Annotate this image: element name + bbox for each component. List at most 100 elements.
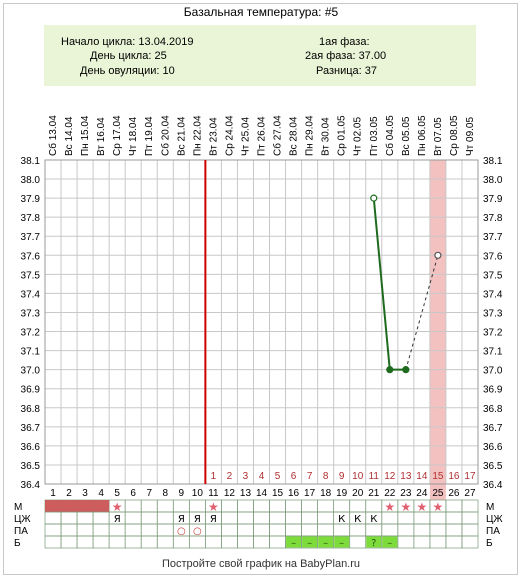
row-cell	[221, 523, 238, 537]
plot-border	[44, 159, 479, 485]
date-label: Ср 24.04	[224, 115, 235, 156]
row-cell	[333, 523, 351, 537]
data-point	[370, 194, 378, 202]
y-tick-label-right: 37.6	[483, 251, 503, 262]
date-label: Вс 21.04	[176, 116, 187, 156]
cycle-day-number: 26	[448, 488, 460, 499]
row-cell	[349, 523, 367, 537]
m-bar-cell	[77, 500, 94, 512]
date-label: Пн 22.04	[192, 115, 203, 156]
y-tick-label-right: 37.5	[483, 270, 503, 281]
y-tick-label-left: 37.5	[21, 270, 41, 281]
row-cell	[44, 523, 62, 537]
second-phase-day-label: 15	[432, 471, 444, 482]
row-cell	[92, 511, 110, 525]
row-cell	[269, 499, 286, 513]
highlight-day-column	[429, 160, 446, 500]
date-label: Чт 18.04	[128, 117, 139, 156]
phase1-info: 1ая фаза:	[319, 36, 370, 48]
row-cell	[76, 523, 94, 537]
date-label: Сб 13.04	[47, 115, 59, 156]
cycle-day-number: 2	[66, 488, 72, 499]
y-tick-label-left: 37.3	[21, 308, 41, 319]
y-tick-label-right: 36.4	[483, 480, 503, 491]
date-label: Пн 15.04	[80, 115, 91, 156]
row-cell	[156, 535, 174, 549]
row-cell	[461, 499, 479, 513]
series-line	[372, 198, 391, 370]
y-tick-label-right: 37.8	[483, 213, 503, 224]
y-tick-label-right: 37.3	[483, 308, 503, 319]
row-cell	[221, 511, 238, 525]
row-cell	[156, 523, 174, 537]
row-label-left: М	[14, 502, 22, 513]
cycle-day-number: 12	[224, 488, 236, 499]
row-cell	[237, 511, 254, 525]
row-cell	[253, 511, 270, 525]
cycle-day-number: 18	[320, 488, 332, 499]
y-tick-label-right: 37.0	[483, 366, 503, 377]
cycle-day-number: 8	[162, 488, 168, 499]
cycle-day-number: 11	[208, 488, 219, 499]
row-cell	[413, 523, 431, 537]
row-mark: ○	[177, 526, 186, 537]
date-label: Вт 16.04	[96, 117, 107, 156]
y-tick-label-left: 37.2	[21, 328, 41, 339]
b-green-cell	[366, 536, 382, 548]
row-cell	[333, 499, 351, 513]
second-phase-day-label: 16	[448, 471, 460, 482]
cycle-day-number: 10	[192, 488, 204, 499]
date-label: Вс 28.04	[289, 116, 300, 156]
row-label-right: Б	[486, 538, 493, 549]
row-cell	[317, 499, 335, 513]
cycle-day-number: 25	[432, 488, 444, 499]
series-line-dashed	[405, 255, 439, 370]
second-phase-day-label: 5	[275, 471, 281, 482]
y-tick-label-left: 38.1	[21, 156, 41, 167]
row-cell	[237, 523, 254, 537]
chart-title: Базальная температура: #5	[183, 5, 339, 19]
row-cell	[365, 523, 383, 537]
y-tick-label-left: 36.5	[21, 461, 41, 472]
row-mark: Я	[210, 514, 217, 525]
b-mark: ?	[371, 538, 376, 549]
row-cell	[92, 535, 110, 549]
chart-frame	[3, 3, 518, 575]
date-label: Пн 29.04	[305, 115, 316, 156]
cycle-day-number: 4	[98, 488, 104, 499]
row-cell	[44, 535, 62, 549]
b-mark: –	[387, 538, 392, 549]
b-green-cell	[318, 536, 334, 548]
data-point	[402, 366, 410, 374]
row-cell	[429, 535, 447, 549]
y-tick-label-left: 37.7	[21, 232, 41, 243]
row-mark: Я	[114, 514, 121, 525]
b-mark: –	[291, 538, 296, 549]
row-label-left: ЦЖ	[14, 514, 31, 525]
cycle-day-number: 13	[240, 488, 252, 499]
ovulation-day: День овуляции: 10	[80, 65, 175, 77]
row-cell	[44, 511, 62, 525]
y-tick-label-right: 37.4	[483, 289, 503, 300]
y-tick-label-right: 37.1	[483, 347, 503, 358]
second-phase-day-label: 6	[291, 471, 297, 482]
row-cell	[397, 535, 415, 549]
date-label: Сб 27.04	[272, 115, 284, 156]
cycle-day-number: 22	[384, 488, 396, 499]
footer-link-text[interactable]: Постройте свой график на BabyPlan.ru	[161, 558, 361, 570]
date-label: Чт 09.05	[465, 117, 476, 156]
y-tick-label-right: 37.7	[483, 232, 503, 243]
row-cell	[237, 499, 254, 513]
row-cell	[445, 511, 463, 525]
y-tick-label-right: 37.9	[483, 194, 503, 205]
row-cell	[445, 523, 463, 537]
second-phase-day-label: 8	[323, 471, 329, 482]
cycle-day-number: 27	[464, 488, 476, 499]
star-icon: ★	[400, 500, 411, 514]
row-cell	[461, 523, 479, 537]
cycle-day-number: 9	[179, 488, 185, 499]
row-cell	[285, 499, 302, 513]
row-cell	[140, 499, 158, 513]
row-cell	[108, 535, 126, 549]
